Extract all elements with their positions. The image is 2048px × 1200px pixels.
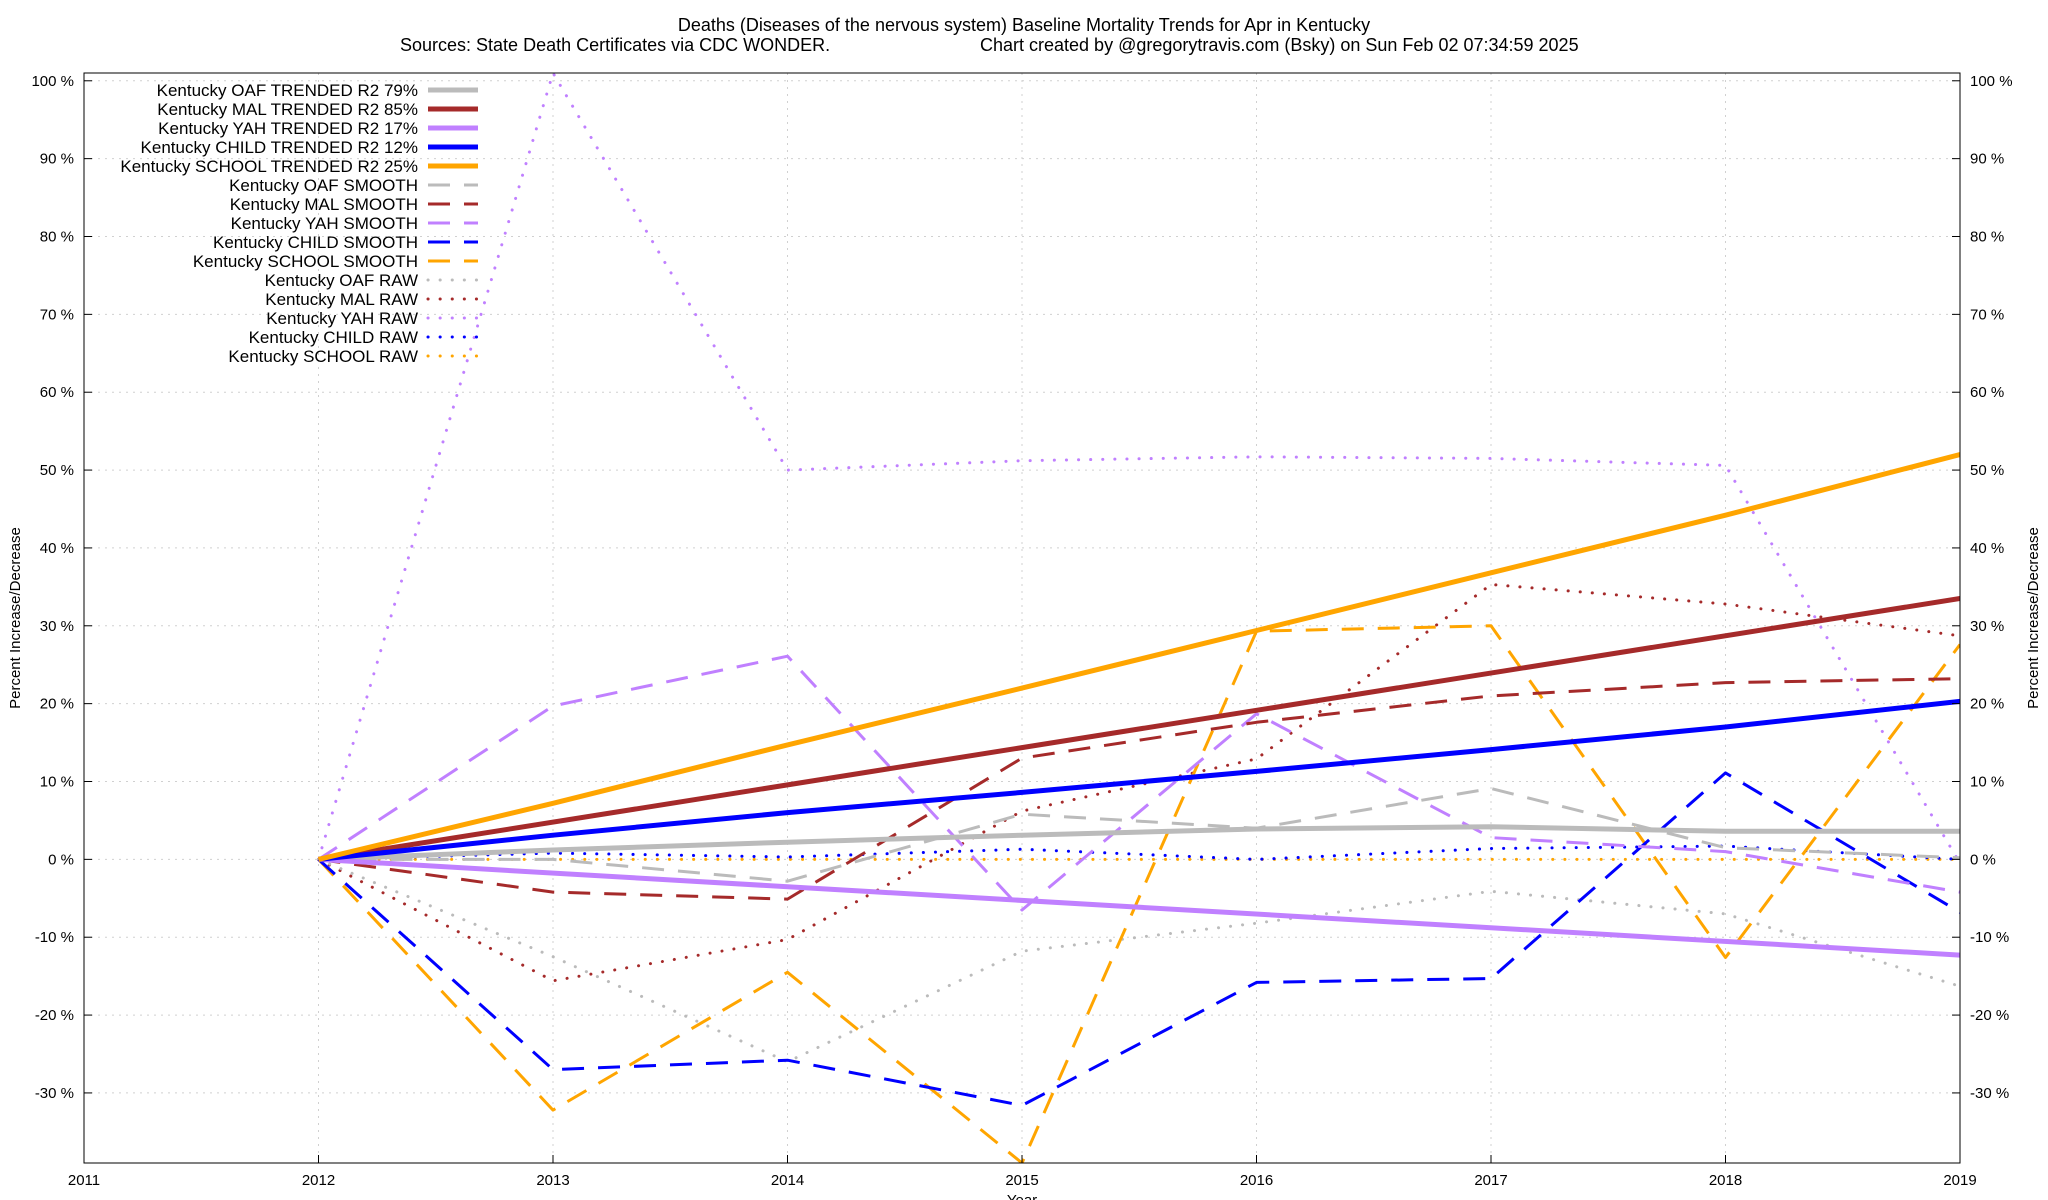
y-tick-label-left: -10 % bbox=[35, 929, 74, 946]
legend-label: Kentucky OAF TRENDED R2 79% bbox=[157, 81, 418, 100]
y-tick-label-left: 0 % bbox=[48, 851, 74, 868]
legend-label: Kentucky OAF SMOOTH bbox=[229, 176, 418, 195]
y-tick-label-left: 20 % bbox=[40, 696, 74, 713]
series-line-12 bbox=[317, 73, 1960, 865]
y-tick-label-right: 100 % bbox=[1970, 73, 2013, 90]
x-tick-label: 2018 bbox=[1709, 1172, 1742, 1189]
x-tick-label: 2012 bbox=[302, 1172, 335, 1189]
y-tick-label-right: -10 % bbox=[1970, 929, 2009, 946]
legend-label: Kentucky SCHOOL RAW bbox=[228, 347, 418, 366]
chart-title: Deaths (Diseases of the nervous system) … bbox=[678, 15, 1370, 35]
y-tick-label-left: 70 % bbox=[40, 306, 74, 323]
series-line-10 bbox=[317, 857, 1960, 1064]
y-tick-label-right: 70 % bbox=[1970, 306, 2004, 323]
legend-label: Kentucky MAL TRENDED R2 85% bbox=[157, 100, 418, 119]
legend-label: Kentucky CHILD TRENDED R2 12% bbox=[141, 138, 418, 157]
series-line-4 bbox=[317, 452, 1960, 862]
y-tick-label-left: 90 % bbox=[40, 151, 74, 168]
x-tick-label: 2019 bbox=[1943, 1172, 1976, 1189]
series-line-1 bbox=[318, 596, 1960, 862]
y-tick-label-right: 20 % bbox=[1970, 696, 2004, 713]
x-tick-label: 2016 bbox=[1240, 1172, 1273, 1189]
series-line-8 bbox=[317, 771, 1960, 1107]
y-tick-label-left: 60 % bbox=[40, 384, 74, 401]
y-tick-label-left: 50 % bbox=[40, 462, 74, 479]
x-tick-label: 2011 bbox=[68, 1172, 100, 1189]
y-tick-label-left: 80 % bbox=[40, 229, 74, 246]
x-tick-label: 2017 bbox=[1474, 1172, 1507, 1189]
series-line-2 bbox=[318, 856, 1960, 958]
axis-ticks: -30 % -30 % -20 % -20 % -10 % -10 % 0 % 0 % 10 %… bbox=[31, 73, 2012, 1189]
y-tick-label-right: 50 % bbox=[1970, 462, 2004, 479]
legend-label: Kentucky MAL SMOOTH bbox=[230, 195, 418, 214]
series-line-6 bbox=[318, 677, 1960, 901]
legend-label: Kentucky YAH SMOOTH bbox=[231, 214, 418, 233]
y-tick-label-right: 30 % bbox=[1970, 618, 2004, 635]
y-tick-label-right: 80 % bbox=[1970, 229, 2004, 246]
series-line-3 bbox=[318, 698, 1960, 862]
y-axis-label-left: Percent Increase/Decrease bbox=[7, 527, 24, 709]
y-tick-label-right: 60 % bbox=[1970, 384, 2004, 401]
series-line-9 bbox=[317, 624, 1960, 1163]
y-tick-label-left: 100 % bbox=[31, 73, 74, 90]
y-tick-label-right: 40 % bbox=[1970, 540, 2004, 557]
legend: Kentucky OAF TRENDED R2 79%Kentucky MAL … bbox=[120, 81, 480, 366]
legend-label: Kentucky YAH TRENDED R2 17% bbox=[158, 119, 418, 138]
y-tick-label-right: 0 % bbox=[1970, 851, 1996, 868]
y-axis-label-right: Percent Increase/Decrease bbox=[2025, 527, 2042, 709]
series-line-13 bbox=[317, 844, 1960, 861]
legend-label: Kentucky MAL RAW bbox=[265, 290, 418, 309]
x-axis-label: Year bbox=[1007, 1192, 1037, 1200]
series-line-7 bbox=[317, 654, 1960, 912]
legend-label: Kentucky CHILD RAW bbox=[249, 328, 418, 347]
legend-label: Kentucky SCHOOL SMOOTH bbox=[193, 252, 418, 271]
x-tick-label: 2015 bbox=[1005, 1172, 1038, 1189]
y-tick-label-left: -20 % bbox=[35, 1007, 74, 1024]
series-line-11 bbox=[317, 583, 1960, 983]
series-line-0 bbox=[318, 824, 1960, 862]
legend-label: Kentucky YAH RAW bbox=[266, 309, 418, 328]
legend-label: Kentucky OAF RAW bbox=[265, 271, 418, 290]
grid-lines bbox=[83, 73, 1961, 1163]
y-tick-label-right: 10 % bbox=[1970, 774, 2004, 791]
x-tick-label: 2014 bbox=[771, 1172, 804, 1189]
legend-label: Kentucky SCHOOL TRENDED R2 25% bbox=[120, 157, 418, 176]
y-tick-label-left: -30 % bbox=[35, 1085, 74, 1102]
y-tick-label-left: 40 % bbox=[40, 540, 74, 557]
legend-label: Kentucky CHILD SMOOTH bbox=[213, 233, 418, 252]
y-tick-label-right: -20 % bbox=[1970, 1007, 2009, 1024]
y-tick-label-right: -30 % bbox=[1970, 1085, 2009, 1102]
chart-subtitle-credit: Chart created by @gregorytravis.com (Bsk… bbox=[980, 35, 1579, 55]
chart-subtitle-sources: Sources: State Death Certificates via CD… bbox=[400, 35, 830, 55]
series-lines bbox=[317, 73, 1960, 1163]
y-tick-label-left: 10 % bbox=[40, 774, 74, 791]
y-tick-label-right: 90 % bbox=[1970, 151, 2004, 168]
x-tick-label: 2013 bbox=[536, 1172, 569, 1189]
y-tick-label-left: 30 % bbox=[40, 618, 74, 635]
series-line-5 bbox=[318, 787, 1960, 883]
